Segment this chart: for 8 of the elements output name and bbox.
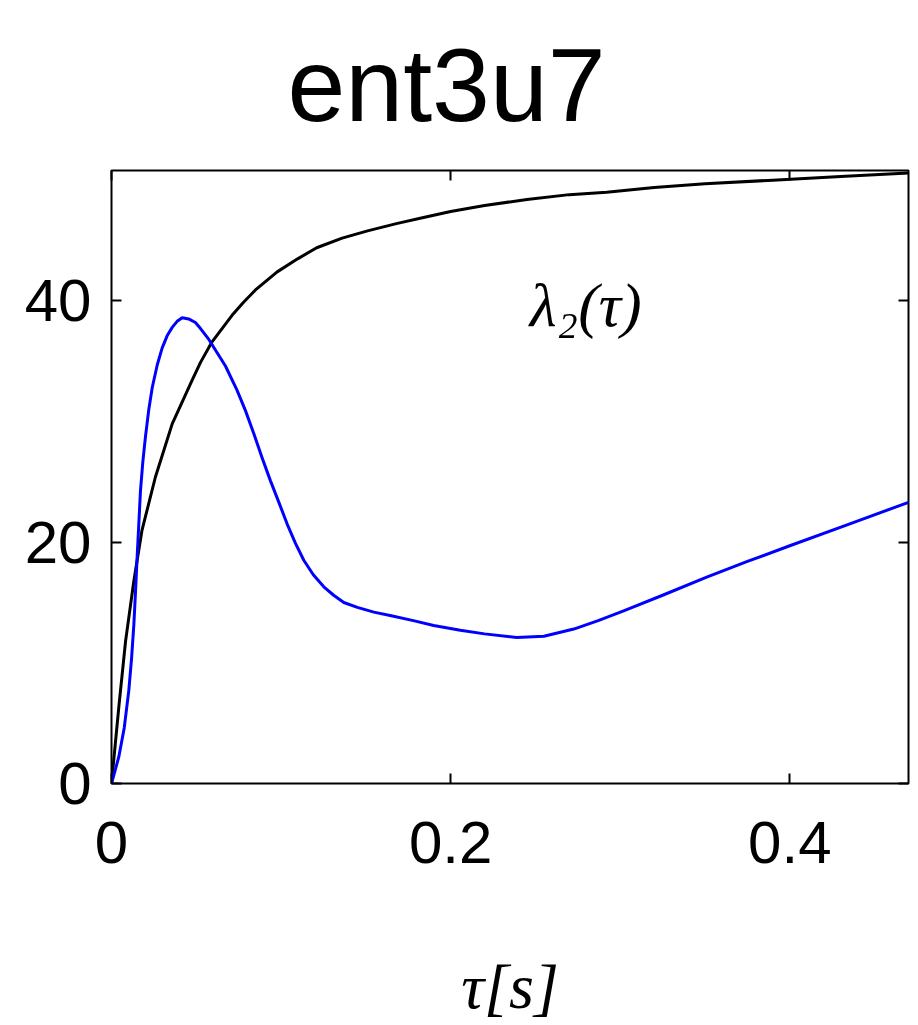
- y-tick-label: 40: [24, 267, 92, 335]
- y-tick-label: 0: [58, 750, 92, 817]
- chart-title: ent3u7: [287, 26, 606, 143]
- y-tick-label: 20: [24, 508, 92, 576]
- x-axis-title: τ[s]: [461, 950, 559, 1022]
- x-tick-label: 0.2: [408, 808, 493, 876]
- x-tick-label: 0.4: [748, 808, 832, 876]
- annotation: λ₂(τ): [527, 271, 642, 341]
